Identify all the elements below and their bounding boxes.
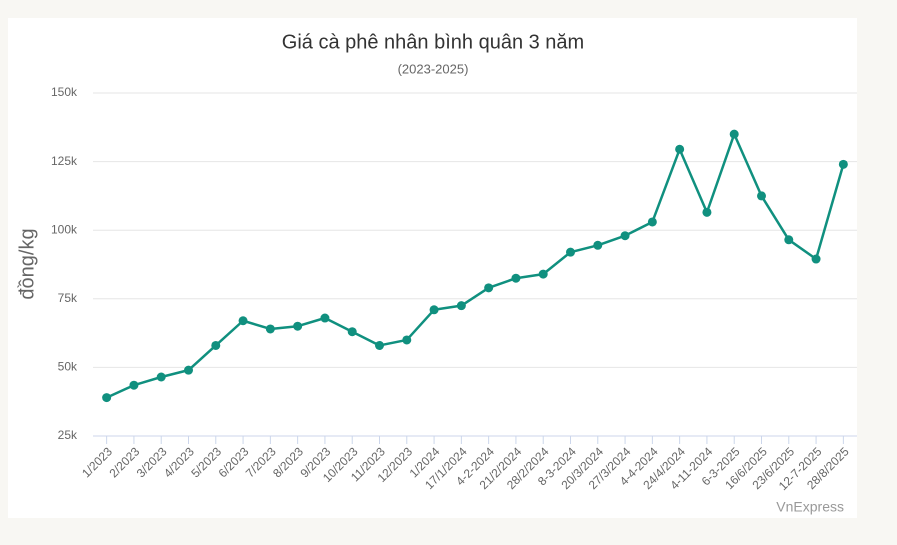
data-point	[320, 313, 330, 323]
data-point	[566, 247, 575, 257]
data-point	[784, 235, 794, 245]
chart-subtitle: (2023-2025)	[398, 61, 469, 76]
data-point	[156, 372, 166, 382]
y-tick-label: 100k	[51, 222, 78, 236]
y-tick-label: 75k	[58, 291, 78, 305]
data-point	[347, 327, 357, 337]
data-point	[484, 283, 494, 293]
y-tick-label: 125k	[51, 154, 78, 168]
data-point	[102, 393, 112, 403]
data-point	[184, 365, 193, 375]
data-point	[456, 301, 466, 311]
data-point	[729, 129, 739, 139]
data-point	[675, 144, 685, 154]
chart-title: Giá cà phê nhân bình quân 3 năm	[282, 31, 584, 53]
y-tick-label: 150k	[51, 85, 78, 99]
data-point	[702, 207, 712, 217]
data-point	[293, 321, 303, 331]
source: VnExpress	[776, 499, 844, 515]
data-point	[620, 231, 630, 241]
data-point	[538, 269, 548, 279]
data-point	[238, 316, 248, 326]
y-tick-label: 50k	[58, 360, 78, 374]
line	[106, 132, 845, 399]
data-point	[265, 324, 275, 334]
data-point	[375, 340, 384, 350]
data-point	[838, 159, 848, 169]
data-point	[211, 340, 221, 350]
y-tick-label: 25k	[58, 428, 78, 442]
data-point	[593, 240, 603, 250]
data-point	[429, 305, 439, 315]
y-axis-label: đồng/kg	[16, 228, 38, 299]
chart-background	[8, 18, 857, 518]
data-point	[811, 254, 821, 264]
data-point	[511, 273, 521, 283]
data-point	[402, 335, 412, 345]
data-point	[129, 380, 139, 390]
data-point	[757, 191, 766, 201]
data-point	[647, 217, 657, 227]
